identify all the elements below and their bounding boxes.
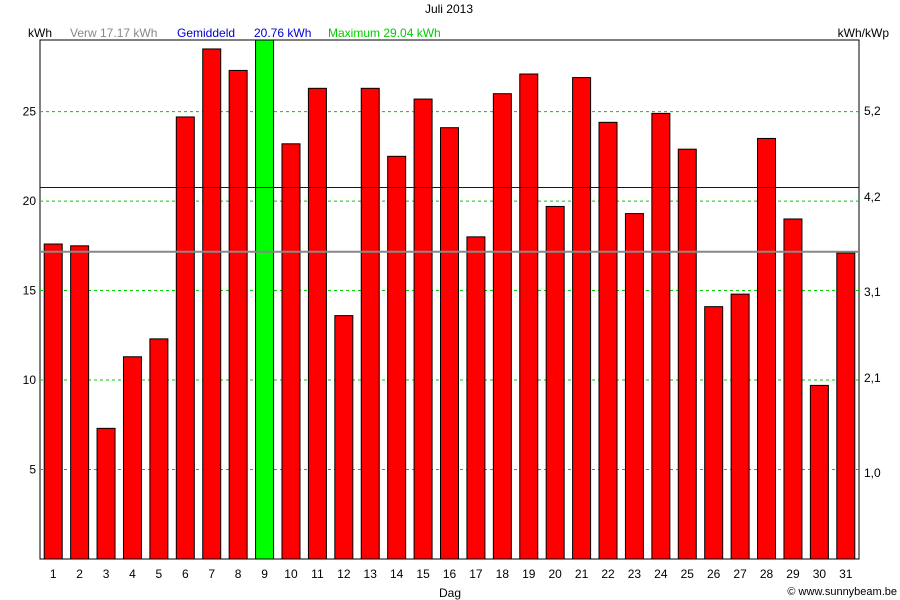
bar bbox=[624, 213, 644, 560]
y-right-tick-label: 2,1 bbox=[864, 371, 881, 385]
x-tick-label: 10 bbox=[284, 567, 298, 581]
bar bbox=[281, 143, 301, 560]
bar bbox=[228, 69, 248, 560]
x-axis-label: Dag bbox=[439, 586, 461, 600]
bar bbox=[413, 98, 433, 560]
bar bbox=[96, 427, 116, 560]
bar bbox=[255, 39, 275, 560]
copyright-text: © www.sunnybeam.be bbox=[787, 586, 897, 598]
x-tick-label: 3 bbox=[103, 567, 110, 581]
bar bbox=[809, 384, 829, 560]
bar bbox=[704, 306, 724, 560]
legend-avg-label: Gemiddeld bbox=[177, 26, 235, 40]
x-tick-label: 16 bbox=[443, 567, 457, 581]
bar bbox=[387, 155, 407, 560]
bar bbox=[757, 137, 777, 560]
bar bbox=[334, 315, 354, 560]
y-right-tick-label: 1,0 bbox=[864, 466, 881, 480]
bar bbox=[492, 93, 512, 560]
bar bbox=[836, 252, 856, 560]
x-tick-label: 22 bbox=[601, 567, 615, 581]
bar bbox=[70, 245, 90, 560]
x-tick-label: 11 bbox=[311, 567, 324, 581]
y-axis-left-label: kWh bbox=[28, 26, 52, 40]
bar bbox=[360, 87, 380, 560]
y-tick-label: 5 bbox=[29, 463, 36, 477]
x-tick-label: 28 bbox=[760, 567, 774, 581]
y-axis-right-label: kWh/kWp bbox=[838, 26, 890, 40]
x-tick-label: 18 bbox=[496, 567, 510, 581]
bar bbox=[545, 205, 565, 560]
bar bbox=[466, 236, 486, 560]
x-tick-label: 8 bbox=[235, 567, 242, 581]
x-tick-label: 12 bbox=[337, 567, 351, 581]
x-tick-label: 20 bbox=[548, 567, 562, 581]
bar bbox=[730, 293, 750, 560]
x-tick-label: 17 bbox=[469, 567, 483, 581]
x-tick-label: 31 bbox=[839, 567, 853, 581]
x-tick-label: 24 bbox=[654, 567, 668, 581]
x-tick-label: 21 bbox=[575, 567, 589, 581]
x-tick-label: 29 bbox=[786, 567, 800, 581]
x-tick-label: 30 bbox=[813, 567, 827, 581]
bar bbox=[519, 73, 539, 560]
bar bbox=[122, 356, 142, 560]
x-tick-label: 13 bbox=[364, 567, 378, 581]
legend-verw: Verw 17.17 kWh bbox=[70, 26, 157, 40]
bar bbox=[783, 218, 803, 560]
x-tick-label: 7 bbox=[208, 567, 215, 581]
x-tick-label: 4 bbox=[129, 567, 136, 581]
bar bbox=[175, 116, 195, 560]
bar bbox=[440, 127, 459, 560]
y-tick-label: 20 bbox=[23, 194, 37, 208]
chart-title: Juli 2013 bbox=[425, 2, 473, 16]
y-tick-label: 25 bbox=[23, 105, 37, 119]
y-right-tick-label: 3,1 bbox=[864, 285, 881, 299]
y-tick-label: 10 bbox=[23, 373, 37, 387]
x-tick-label: 1 bbox=[50, 567, 57, 581]
y-tick-label: 15 bbox=[23, 284, 37, 298]
x-tick-label: 25 bbox=[681, 567, 695, 581]
x-tick-label: 6 bbox=[182, 567, 189, 581]
x-tick-label: 27 bbox=[733, 567, 747, 581]
bar bbox=[43, 243, 63, 560]
bar bbox=[572, 77, 592, 560]
legend-max: Maximum 29.04 kWh bbox=[328, 26, 441, 40]
y-right-tick-label: 5,2 bbox=[864, 104, 881, 118]
x-tick-label: 26 bbox=[707, 567, 721, 581]
bars bbox=[43, 39, 856, 560]
x-tick-label: 14 bbox=[390, 567, 404, 581]
bar bbox=[677, 148, 697, 560]
y-right-tick-label: 4,2 bbox=[864, 190, 881, 204]
bar bbox=[149, 338, 169, 560]
bar bbox=[202, 48, 222, 560]
bar bbox=[651, 112, 671, 560]
x-tick-label: 9 bbox=[261, 567, 268, 581]
bar bbox=[307, 87, 327, 560]
x-tick-label: 19 bbox=[522, 567, 536, 581]
x-tick-label: 23 bbox=[628, 567, 642, 581]
legend-avg-value: 20.76 kWh bbox=[254, 26, 311, 40]
x-tick-label: 2 bbox=[76, 567, 83, 581]
x-tick-label: 15 bbox=[416, 567, 430, 581]
bar bbox=[598, 121, 618, 560]
x-tick-label: 5 bbox=[156, 567, 163, 581]
reference-lines bbox=[40, 186, 859, 253]
